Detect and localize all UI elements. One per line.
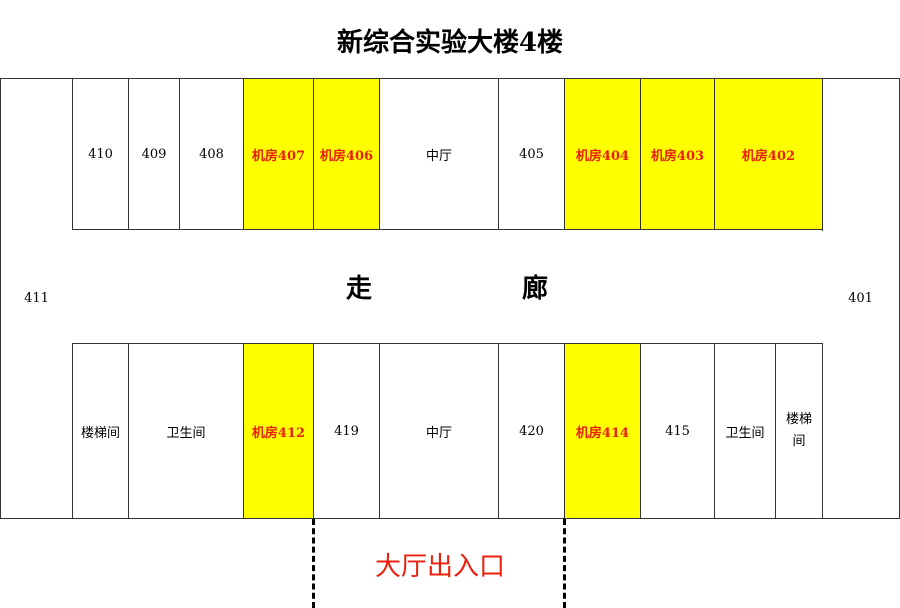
room-411: 411	[0, 78, 73, 519]
room-label: 420	[519, 423, 544, 439]
room: 405	[498, 78, 565, 231]
room: 410	[72, 78, 129, 231]
floor-title: 新综合实验大楼4楼	[336, 28, 564, 58]
computer-room: 机房414	[564, 343, 641, 519]
room: 408	[179, 78, 244, 231]
room-label: 楼梯间	[80, 425, 120, 441]
room-label: 机房402	[741, 149, 796, 164]
room-label: 中厅	[425, 425, 452, 441]
room: 楼梯间	[775, 343, 823, 519]
room-label: 机房414	[575, 425, 630, 441]
room: 中厅	[379, 343, 499, 519]
room-label: 机房406	[319, 149, 374, 164]
room: 楼梯间	[72, 343, 129, 519]
entrance-label: 大厅出入口	[374, 552, 505, 582]
room-label: 401	[848, 291, 873, 306]
room: 409	[128, 78, 180, 231]
computer-room: 机房404	[564, 78, 641, 231]
room: 415	[640, 343, 715, 519]
room-label: 机房403	[650, 149, 705, 164]
room-label: 410	[88, 147, 113, 162]
entrance-left-dashed-line	[312, 519, 315, 608]
computer-room: 机房407	[243, 78, 314, 231]
computer-room: 机房412	[243, 343, 314, 519]
room-label: 409	[141, 146, 167, 162]
room-label: 408	[199, 147, 224, 162]
room: 卫生间	[128, 343, 244, 519]
corridor	[72, 229, 822, 344]
room-label: 405	[519, 147, 544, 162]
entrance-right-dashed-line	[563, 519, 566, 608]
room-label: 419	[334, 423, 359, 439]
room-label: 卫生间	[166, 425, 206, 441]
room-label: 卫生间	[725, 425, 765, 441]
computer-room: 机房406	[313, 78, 380, 231]
room-401: 401	[821, 78, 900, 519]
room-label: 415	[665, 423, 690, 439]
corridor-label: 走 廊	[345, 274, 610, 304]
room-label: 机房404	[575, 149, 630, 164]
room: 419	[313, 343, 380, 519]
room: 中厅	[379, 78, 499, 231]
room-label: 楼梯间	[785, 412, 812, 449]
computer-room: 机房403	[640, 78, 715, 231]
room-label: 机房412	[251, 425, 306, 441]
room-label: 411	[24, 291, 49, 306]
room: 420	[498, 343, 565, 519]
room-label: 中厅	[425, 149, 452, 164]
room: 卫生间	[714, 343, 776, 519]
computer-room: 机房402	[714, 78, 823, 231]
room-label: 机房407	[251, 149, 306, 164]
